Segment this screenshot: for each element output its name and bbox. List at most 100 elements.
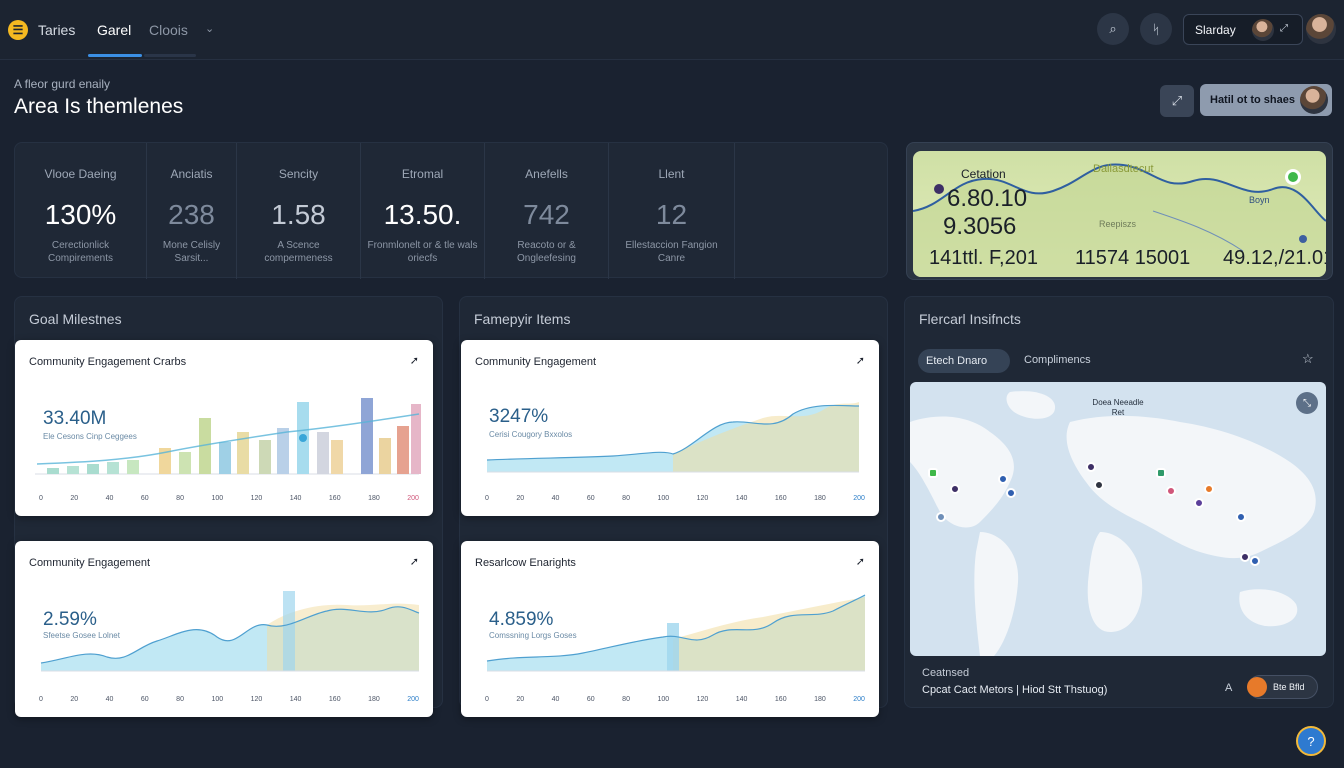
map-pin[interactable] — [1204, 484, 1214, 494]
search-icon[interactable]: ⌕ — [1097, 13, 1129, 45]
page-title: Area Is themlenes — [14, 95, 184, 118]
top-bar: ☰ Taries Garel Cloois ⌄ ⌕ ᛋ Slarday ⤢ — [0, 0, 1344, 60]
map-pin[interactable] — [1236, 512, 1246, 522]
area-chart — [486, 594, 866, 672]
expand-icon: ⤢ — [1280, 23, 1288, 34]
kpi-card[interactable]: Etromal 13.50. Fronmlonelt or & tle wals… — [361, 143, 485, 279]
map-pin[interactable] — [1250, 556, 1260, 566]
card-subtitle: Comssning Lorgs Goses — [489, 631, 577, 640]
location-title: Cetation — [961, 167, 1006, 181]
kpi-label: Etromal — [401, 167, 444, 181]
arrow-up-icon[interactable]: ➚ — [409, 556, 419, 568]
map-pin[interactable] — [928, 468, 938, 478]
filter-chip-label: Etech Dnaro — [926, 355, 988, 367]
card-subtitle: Cerisi Cougory Bxxolos — [489, 430, 573, 439]
card-title: Community Engagement — [475, 356, 597, 368]
kpi-description: Mone Celisly Sarsit... — [162, 240, 221, 264]
tab-cloois[interactable]: Cloois — [149, 22, 188, 38]
expand-button[interactable]: ⤢ — [1160, 85, 1194, 117]
chart-card[interactable]: Resarlcow Enarights ➚ 4.859% Comssning L… — [461, 541, 879, 717]
kpi-value: 742 — [523, 199, 570, 230]
map-pin[interactable] — [1094, 480, 1104, 490]
expand-icon: ⤢ — [1171, 93, 1183, 108]
map-pin[interactable] — [1166, 486, 1176, 496]
location-value-2: 9.3056 — [943, 213, 1017, 240]
location-card[interactable]: Cetation Dallasdtecut Reepiszs Boyn 6.80… — [906, 142, 1333, 280]
panel-title: Goal Milestnes — [29, 311, 122, 327]
kpi-card[interactable]: Sencity 1.58 A Scence compermeness — [237, 143, 361, 279]
kpi-label: Anciatis — [170, 167, 213, 181]
card-title: Resarlcow Enarights — [475, 557, 576, 569]
chart-card[interactable]: Community Engagement ➚ 3247% Cerisi Coug… — [461, 340, 879, 516]
kpi-description: Ellestaccion Fangion Canre — [625, 240, 718, 264]
map-pin[interactable] — [1156, 468, 1166, 478]
kpi-description: Fronmlonelt or & tle wals oriecfs — [367, 240, 478, 264]
card-value: 4.859% — [489, 609, 554, 630]
panel-title: Flercarl Insifncts — [919, 311, 1021, 327]
map-pin[interactable] — [950, 484, 960, 494]
insights-footer-action[interactable]: A — [1225, 682, 1233, 694]
map-pin[interactable] — [1194, 498, 1204, 508]
location-coord-2: 11574 15001 — [1075, 247, 1191, 269]
map-pin[interactable] — [1006, 488, 1016, 498]
location-value-1: 6.80.10 — [947, 185, 1028, 212]
page-subtitle: A fleor gurd enaily — [14, 77, 111, 91]
filter-chip-secondary[interactable]: Complimencs — [1024, 354, 1091, 366]
kpi-strip: Vlooe Daeing 130% Cerectionlick Compirem… — [14, 142, 888, 279]
tools-icon[interactable]: ᛋ — [1140, 13, 1172, 45]
map-region-label: Doea Neeadle Ret — [1092, 398, 1144, 417]
location-map-label: Dallasdtecut — [1093, 163, 1154, 175]
primary-action-button[interactable]: Hatil ot to shaes — [1200, 84, 1332, 116]
kpi-card[interactable]: Llent 12 Ellestaccion Fangion Canre — [609, 143, 735, 279]
x-axis-ticks: 0 20 40 60 80 100 120 140 160 180 200 — [485, 495, 865, 502]
kpi-label: Vlooe Daeing — [44, 167, 117, 181]
map-pin[interactable] — [936, 512, 946, 522]
insights-toggle[interactable]: Bte Bfld — [1247, 675, 1318, 699]
primary-action-label: Hatil ot to shaes — [1210, 94, 1295, 106]
menu-icon[interactable]: ☰ — [8, 20, 28, 40]
user-avatar[interactable] — [1306, 14, 1336, 44]
arrow-up-icon[interactable]: ➚ — [855, 355, 865, 367]
chart-card[interactable]: Community Engagement Crarbs ➚ 33.40M Ele… — [15, 340, 433, 516]
kpi-value: 12 — [655, 199, 688, 230]
kpi-label: Sencity — [278, 167, 319, 181]
area-chart — [40, 591, 420, 672]
help-icon[interactable]: ? — [1296, 726, 1326, 756]
tab-taries[interactable]: Taries — [38, 22, 76, 38]
kpi-card[interactable]: Anefells 742 Reacoto or & Ongleefesing — [485, 143, 609, 279]
star-icon[interactable]: ☆ — [1302, 351, 1314, 366]
active-tab-indicator — [88, 54, 142, 57]
card-value: 33.40M — [43, 408, 107, 429]
world-map[interactable] — [910, 382, 1326, 656]
avatar — [1252, 19, 1274, 41]
avatar — [1300, 86, 1328, 114]
date-selector[interactable]: Slarday ⤢ — [1183, 14, 1303, 45]
toggle-label: Bte Bfld — [1273, 682, 1305, 692]
map-pin[interactable] — [998, 474, 1008, 484]
chart-card[interactable]: Community Engagement ➚ 2.59% Sfeetse Gos… — [15, 541, 433, 717]
map-pin[interactable] — [1086, 462, 1096, 472]
kpi-label: Anefells — [525, 167, 568, 181]
location-coord-3: 49.12,/21.01 — [1223, 247, 1326, 269]
kpi-card[interactable]: Vlooe Daeing 130% Cerectionlick Compirem… — [15, 143, 147, 279]
card-title: Community Engagement — [29, 557, 151, 569]
map-pin[interactable] — [1240, 552, 1250, 562]
filter-chip[interactable]: Etech Dnaro — [918, 349, 1010, 373]
arrow-up-icon[interactable]: ➚ — [409, 355, 419, 367]
world-map-shapes — [910, 391, 1316, 656]
x-axis-ticks: 0 20 40 60 80 100 120 140 160 180 200 — [39, 495, 419, 502]
area-chart — [486, 402, 860, 473]
kpi-value: 238 — [168, 199, 215, 230]
location-coord-1: 141ttl. F,201 — [929, 247, 1038, 269]
compress-icon[interactable]: ⤡ — [1296, 392, 1318, 414]
chevron-down-icon[interactable]: ⌄ — [205, 23, 215, 35]
insights-footer-label: Ceatnsed — [922, 667, 970, 679]
location-side-label: Boyn — [1249, 195, 1270, 205]
location-inner-label: Reepiszs — [1099, 219, 1137, 229]
arrow-up-icon[interactable]: ➚ — [855, 556, 865, 568]
kpi-card[interactable]: Anciatis 238 Mone Celisly Sarsit... — [147, 143, 237, 279]
card-value: 2.59% — [43, 609, 97, 630]
kpi-description: Cerectionlick Compirements — [47, 240, 114, 264]
tab-garel[interactable]: Garel — [97, 22, 132, 38]
location-map: Cetation Dallasdtecut Reepiszs Boyn 6.80… — [913, 151, 1326, 277]
